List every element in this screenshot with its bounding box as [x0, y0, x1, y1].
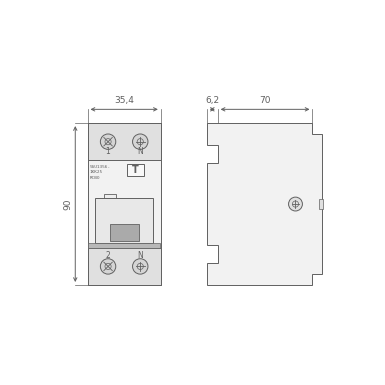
- Text: 35,4: 35,4: [114, 97, 134, 105]
- Text: T: T: [132, 165, 139, 175]
- Polygon shape: [207, 123, 323, 285]
- Text: 90: 90: [63, 198, 72, 210]
- Polygon shape: [319, 199, 323, 209]
- Text: N: N: [137, 251, 143, 260]
- Text: 2: 2: [106, 251, 110, 260]
- Text: 70: 70: [259, 97, 271, 105]
- Text: 6,2: 6,2: [205, 97, 219, 105]
- Polygon shape: [95, 198, 153, 243]
- Circle shape: [132, 134, 148, 149]
- Polygon shape: [88, 123, 161, 285]
- Polygon shape: [88, 248, 161, 285]
- Text: N: N: [137, 147, 143, 156]
- Text: 1: 1: [106, 147, 110, 156]
- Polygon shape: [109, 224, 139, 241]
- Polygon shape: [104, 194, 116, 200]
- Polygon shape: [88, 123, 161, 160]
- Polygon shape: [127, 164, 144, 176]
- Text: RCBO: RCBO: [90, 176, 100, 179]
- Circle shape: [289, 197, 303, 211]
- Text: 1KK25: 1KK25: [90, 170, 103, 174]
- Circle shape: [100, 259, 116, 274]
- Circle shape: [100, 134, 116, 149]
- Polygon shape: [89, 243, 160, 248]
- Circle shape: [132, 259, 148, 274]
- Text: 5SU1356-: 5SU1356-: [90, 165, 111, 169]
